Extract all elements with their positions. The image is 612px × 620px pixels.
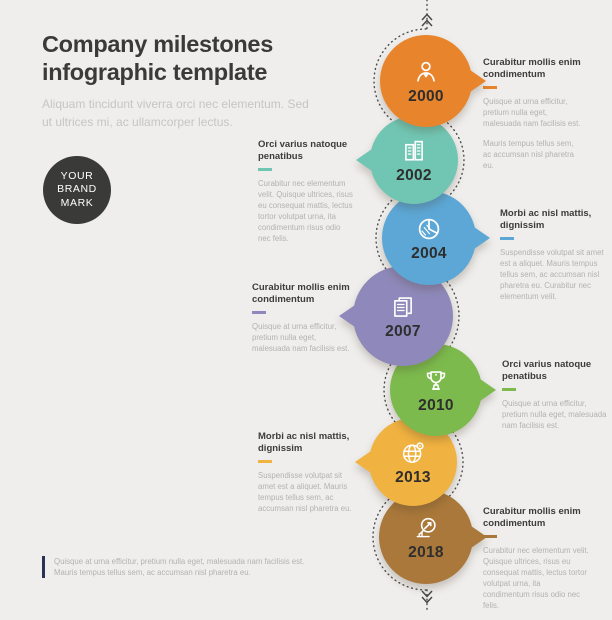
timeline-chevrons-icon — [421, 13, 433, 604]
milestone-text-2007: Curabitur mollis enim condimentum Quisque… — [252, 282, 352, 363]
bubble-tail — [480, 379, 496, 401]
bubble-tail — [470, 70, 486, 92]
subtitle-line-2: ut ultrices mi, ac ullamcorper lectus. — [42, 114, 233, 129]
footer-line-1: Quisque at urna efficitur, pretium nulla… — [54, 557, 305, 566]
bubble-tail — [339, 305, 355, 327]
subtitle-line-1: Aliquam tincidunt viverra orci nec eleme… — [42, 97, 309, 111]
milestone-paragraph: Quisque at urna efficitur, pretium nulla… — [483, 96, 581, 128]
heading-accent-bar — [483, 535, 497, 538]
milestone-text-2010: Orci varius natoque penatibus Quisque at … — [502, 359, 608, 440]
milestone-circle-2018: 2018 — [379, 490, 487, 584]
chart-search-icon — [411, 513, 441, 543]
milestone-paragraph: Suspendisse volutpat sit amet est a aliq… — [258, 470, 352, 513]
milestone-paragraph: Quisque at urna efficitur, pretium nulla… — [502, 398, 607, 430]
milestone-circle-2002: 2002 — [356, 116, 458, 204]
building-icon — [399, 136, 429, 166]
brand-line-3: MARK — [60, 196, 94, 209]
milestone-year: 2000 — [408, 87, 444, 105]
milestone-text-2000: Curabitur mollis enim condimentum Quisque… — [483, 57, 583, 180]
milestone-year: 2010 — [418, 396, 454, 414]
heading-accent-bar — [502, 388, 516, 391]
milestone-heading: Curabitur mollis enim condimentum — [252, 282, 350, 305]
footer-line-2: Mauris tempus tellus sem, ac accumsan ni… — [54, 568, 251, 577]
milestone-paragraph: Curabitur nec elementum velit. Quisque u… — [483, 545, 589, 610]
milestone-year: 2007 — [385, 322, 421, 340]
milestone-text-2004: Morbi ac nisl mattis, dignissim Suspendis… — [500, 208, 608, 311]
bubble-tail — [355, 451, 371, 473]
heading-accent-bar — [258, 460, 272, 463]
title-line-2: infographic template — [42, 59, 268, 85]
documents-icon — [388, 292, 418, 322]
bubble-tail — [474, 227, 490, 249]
pie-chart-icon — [414, 214, 444, 244]
heading-accent-bar — [500, 237, 514, 240]
milestone-heading: Orci varius natoque penatibus — [502, 359, 592, 382]
page-subtitle: Aliquam tincidunt viverra orci nec eleme… — [42, 96, 342, 131]
milestone-heading: Orci varius natoque penatibus — [258, 139, 348, 162]
bubble-tail — [471, 526, 487, 548]
milestone-text-2018: Curabitur mollis enim condimentum Curabit… — [483, 506, 589, 620]
milestone-text-2013: Morbi ac nisl mattis, dignissim Suspendis… — [258, 431, 358, 523]
milestone-heading: Morbi ac nisl mattis, dignissim — [500, 208, 592, 231]
header: Company milestones infographic template … — [42, 30, 342, 131]
milestone-text-2002: Orci varius natoque penatibus Curabitur n… — [258, 139, 354, 253]
trophy-icon — [421, 366, 451, 396]
milestone-year: 2002 — [396, 166, 432, 184]
milestone-paragraph: Curabitur nec elementum velit. Quisque u… — [258, 178, 353, 243]
title-line-1: Company milestones — [42, 31, 273, 57]
milestone-paragraph: Quisque at urna efficitur, pretium nulla… — [252, 321, 350, 353]
milestone-circle-2000: 2000 — [380, 35, 486, 127]
footer-note: Quisque at urna efficitur, pretium nulla… — [42, 556, 304, 578]
milestone-year: 2004 — [411, 244, 447, 262]
page-title: Company milestones infographic template — [42, 30, 342, 86]
milestone-paragraph: Mauris tempus tellus sem, ac accumsan ni… — [483, 138, 575, 170]
brand-mark: YOUR BRAND MARK — [43, 156, 111, 224]
brand-line-1: YOUR — [60, 169, 94, 182]
heading-accent-bar — [483, 86, 497, 89]
milestone-paragraph: Suspendisse volutpat sit amet est a aliq… — [500, 247, 604, 301]
milestone-circle-2004: 2004 — [382, 191, 490, 285]
milestone-heading: Curabitur mollis enim condimentum — [483, 506, 581, 529]
brand-line-2: BRAND — [57, 183, 97, 196]
milestone-year: 2018 — [408, 543, 444, 561]
bubble-tail — [356, 149, 372, 171]
globe-pin-icon — [398, 438, 428, 468]
heading-accent-bar — [252, 311, 266, 314]
milestone-circle-2013: 2013 — [355, 418, 457, 506]
milestone-heading: Curabitur mollis enim condimentum — [483, 57, 581, 80]
heading-accent-bar — [258, 168, 272, 171]
person-icon — [411, 57, 441, 87]
milestone-year: 2013 — [395, 468, 431, 486]
milestone-heading: Morbi ac nisl mattis, dignissim — [258, 431, 350, 454]
